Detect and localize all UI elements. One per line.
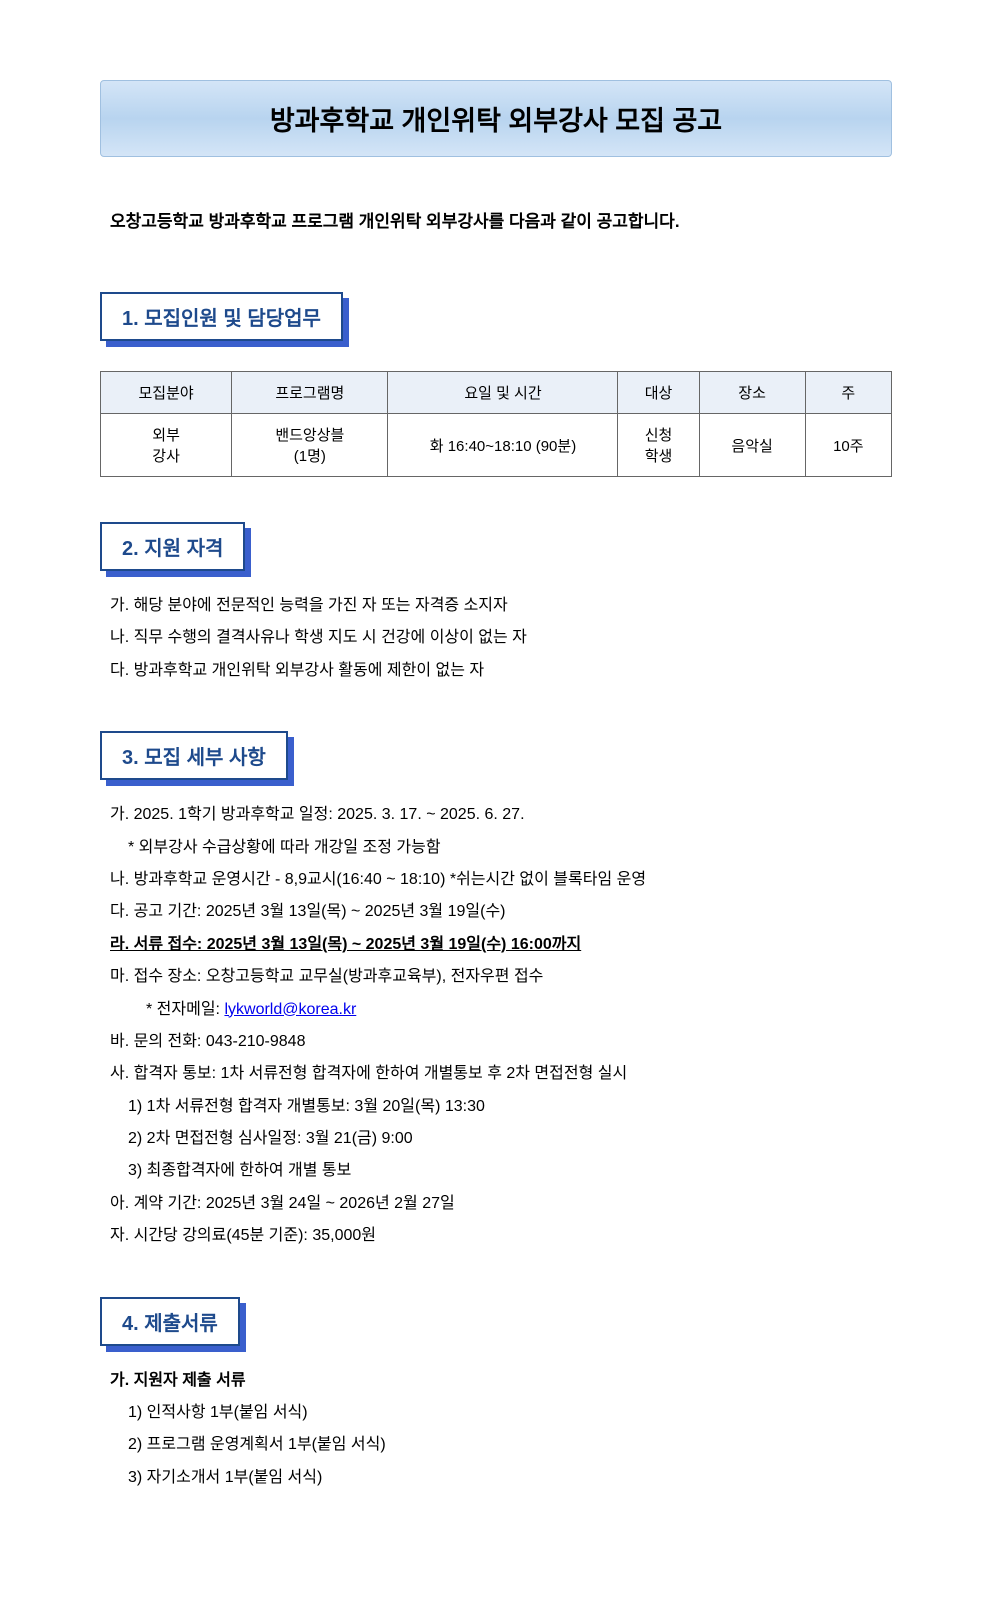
detail-a-note: * 외부강사 수급상황에 따라 개강일 조정 가능함 [128,833,892,863]
td-field: 외부 강사 [101,414,232,477]
th-weeks: 주 [805,372,891,414]
recruitment-table: 모집분야 프로그램명 요일 및 시간 대상 장소 주 외부 강사 밴드앙상블 (… [100,371,892,477]
th-place: 장소 [699,372,805,414]
detail-g3: 3) 최종합격자에 한하여 개별 통보 [128,1156,892,1186]
section4-header: 4. 제출서류 [100,1297,240,1346]
th-field: 모집분야 [101,372,232,414]
section-recruitment: 1. 모집인원 및 담당업무 모집분야 프로그램명 요일 및 시간 대상 장소 … [100,292,892,477]
section-documents: 4. 제출서류 가. 지원자 제출 서류 1) 인적사항 1부(붙임 서식) 2… [100,1297,892,1494]
qual-item: 가. 해당 분야에 전문적인 능력을 가진 자 또는 자격증 소지자 [110,591,892,621]
th-target: 대상 [618,372,699,414]
detail-i: 자. 시간당 강의료(45분 기준): 35,000원 [110,1221,892,1251]
qual-item: 다. 방과후학교 개인위탁 외부강사 활동에 제한이 없는 자 [110,656,892,686]
qual-item: 나. 직무 수행의 결격사유나 학생 지도 시 건강에 이상이 없는 자 [110,623,892,653]
td-schedule: 화 16:40~18:10 (90분) [388,414,618,477]
section3-header: 3. 모집 세부 사항 [100,731,288,780]
section1-heading: 1. 모집인원 및 담당업무 [122,302,321,331]
detail-f: 바. 문의 전화: 043-210-9848 [110,1027,892,1057]
detail-e: 마. 접수 장소: 오창고등학교 교무실(방과후교육부), 전자우편 접수 [110,962,892,992]
section2-header: 2. 지원 자격 [100,522,245,571]
docs-item: 2) 프로그램 운영계획서 1부(붙임 서식) [128,1430,892,1460]
td-place: 음악실 [699,414,805,477]
detail-e-email: * 전자메일: lykworld@korea.kr [146,995,892,1025]
th-schedule: 요일 및 시간 [388,372,618,414]
title-box: 방과후학교 개인위탁 외부강사 모집 공고 [100,80,892,157]
section3-content: 가. 2025. 1학기 방과후학교 일정: 2025. 3. 17. ~ 20… [110,800,892,1251]
section2-heading: 2. 지원 자격 [122,532,223,561]
td-program: 밴드앙상블 (1명) [232,414,388,477]
table-row: 외부 강사 밴드앙상블 (1명) 화 16:40~18:10 (90분) 신청 … [101,414,892,477]
docs-item: 3) 자기소개서 1부(붙임 서식) [128,1463,892,1493]
detail-b: 나. 방과후학교 운영시간 - 8,9교시(16:40 ~ 18:10) *쉬는… [110,865,892,895]
detail-g2: 2) 2차 면접전형 심사일정: 3월 21(금) 9:00 [128,1124,892,1154]
email-label: * 전자메일: [146,1001,224,1018]
section2-content: 가. 해당 분야에 전문적인 능력을 가진 자 또는 자격증 소지자 나. 직무… [110,591,892,686]
section3-heading: 3. 모집 세부 사항 [122,741,266,770]
page-title: 방과후학교 개인위탁 외부강사 모집 공고 [141,99,851,138]
detail-g1: 1) 1차 서류전형 합격자 개별통보: 3월 20일(목) 13:30 [128,1092,892,1122]
detail-a: 가. 2025. 1학기 방과후학교 일정: 2025. 3. 17. ~ 20… [110,800,892,830]
th-program: 프로그램명 [232,372,388,414]
section-details: 3. 모집 세부 사항 가. 2025. 1학기 방과후학교 일정: 2025.… [100,731,892,1251]
docs-sub: 가. 지원자 제출 서류 [110,1366,892,1396]
td-weeks: 10주 [805,414,891,477]
section4-heading: 4. 제출서류 [122,1307,218,1336]
section-qualification: 2. 지원 자격 가. 해당 분야에 전문적인 능력을 가진 자 또는 자격증 … [100,522,892,686]
email-link[interactable]: lykworld@korea.kr [224,1001,356,1018]
detail-h: 아. 계약 기간: 2025년 3월 24일 ~ 2026년 2월 27일 [110,1189,892,1219]
detail-d: 라. 서류 접수: 2025년 3월 13일(목) ~ 2025년 3월 19일… [110,930,892,960]
section1-header: 1. 모집인원 및 담당업무 [100,292,343,341]
td-target: 신청 학생 [618,414,699,477]
section4-content: 가. 지원자 제출 서류 1) 인적사항 1부(붙임 서식) 2) 프로그램 운… [110,1366,892,1494]
detail-c: 다. 공고 기간: 2025년 3월 13일(목) ~ 2025년 3월 19일… [110,897,892,927]
intro-text: 오창고등학교 방과후학교 프로그램 개인위탁 외부강사를 다음과 같이 공고합니… [110,207,892,232]
detail-g: 사. 합격자 통보: 1차 서류전형 합격자에 한하여 개별통보 후 2차 면접… [110,1059,892,1089]
